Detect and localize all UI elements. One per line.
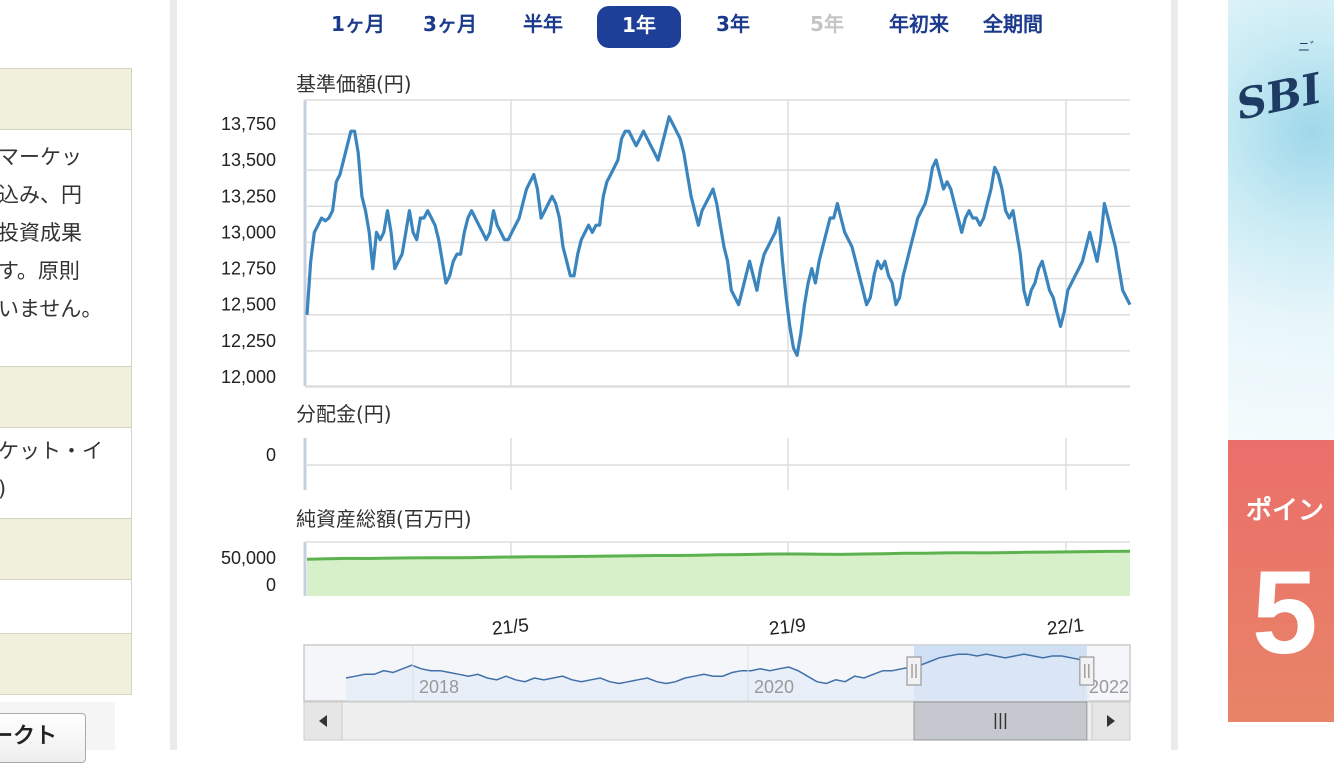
assets-y-label: 0 (266, 575, 276, 595)
price-y-tick-label: 13,500 (221, 150, 276, 170)
price-section-title: 基準価額(円) (296, 72, 412, 96)
dividend-chart-grid (303, 438, 1130, 490)
info-header-row (0, 68, 132, 130)
price-y-tick-label: 13,250 (221, 186, 276, 206)
banner-small-text: ニ゛ (1298, 40, 1323, 54)
assets-section-title: 純資産総額(百万円) (296, 507, 472, 531)
price-line-series (305, 115, 1132, 357)
x-tick-label: 22/1 (1046, 615, 1085, 640)
fund-info-panel: マーケッ 込み、円 投資成果 す。原則 いません。 ケット・イ ) ークト (0, 0, 132, 763)
period-3month-button[interactable]: 3ヶ月 (423, 12, 477, 36)
info-header-row (0, 633, 132, 695)
period-all-button[interactable]: 全期間 (983, 12, 1043, 36)
navigator-handle[interactable] (1079, 656, 1095, 686)
info-header-row (0, 518, 132, 580)
price-y-tick-label: 13,000 (221, 222, 276, 242)
navigator-line (345, 653, 1091, 685)
info-header-row (0, 366, 132, 428)
navigator-handle[interactable] (906, 656, 922, 686)
price-y-axis-labels: 13,750 13,500 13,250 13,000 12,750 12,500 12,2… (221, 114, 276, 387)
banner-big-number: 5 (1252, 547, 1318, 679)
navigator-tick-label: 2020 (754, 677, 794, 697)
period-1year-button[interactable]: 1年 (597, 6, 681, 48)
assets-area-fill (307, 551, 1130, 596)
info-text-row: ケット・イ ) (0, 427, 132, 519)
price-y-tick-label: 12,250 (221, 331, 276, 351)
price-chart-grid (303, 99, 1130, 388)
period-ytd-button[interactable]: 年初来 (889, 12, 949, 36)
price-y-tick-label: 12,500 (221, 295, 276, 315)
scroll-left-button[interactable] (303, 701, 343, 741)
info-text-line: ケット・イ (0, 439, 103, 463)
period-3year-button[interactable]: 3年 (716, 12, 750, 36)
banner-background (1228, 0, 1334, 440)
price-y-tick-label: 12,750 (221, 259, 276, 279)
price-y-tick-label: 12,000 (221, 367, 276, 387)
period-selector: 1ヶ月 3ヶ月 半年 1年 3年 5年 年初来 全期間 (177, 0, 1171, 50)
x-tick-label: 21/5 (491, 615, 530, 640)
banner-bottom-strip (1228, 722, 1334, 750)
period-5year-button: 5年 (810, 12, 844, 36)
assets-y-label: 50,000 (221, 548, 276, 568)
navigator-area (346, 654, 1090, 701)
info-text-line: す。原則 (0, 259, 80, 283)
navigator-tick-label: 2018 (419, 677, 459, 697)
info-text-line: 込み、円 (0, 183, 82, 207)
info-text-line: マーケッ (0, 145, 82, 169)
caret-right-icon (1107, 715, 1115, 727)
range-navigator[interactable]: 2018 2020 2022 (303, 644, 1131, 741)
info-text-line: 投資成果 (0, 221, 82, 245)
ad-banner[interactable]: ニ゛ SBI ポイン 5 (1228, 0, 1334, 750)
caret-left-icon (319, 715, 327, 727)
period-halfyear-button[interactable]: 半年 (523, 12, 563, 36)
info-text-line: ) (0, 470, 6, 508)
navigator-tick-label: 2022 (1089, 677, 1129, 697)
dividend-section-title: 分配金(円) (296, 402, 392, 426)
banner-point-text: ポイン (1246, 496, 1325, 526)
dividend-y-label: 0 (266, 445, 276, 465)
info-text-line: いません。 (0, 297, 103, 321)
price-y-tick-label: 13,750 (221, 114, 276, 134)
x-tick-label: 21/9 (768, 615, 807, 640)
assets-line-series (306, 549, 1131, 561)
period-1month-button[interactable]: 1ヶ月 (331, 12, 385, 36)
banner-promo-area (1228, 440, 1334, 722)
info-text-row: マーケッ 込み、円 投資成果 す。原則 いません。 (0, 129, 132, 367)
x-axis-labels: 21/5 21/9 22/1 (491, 615, 1085, 640)
